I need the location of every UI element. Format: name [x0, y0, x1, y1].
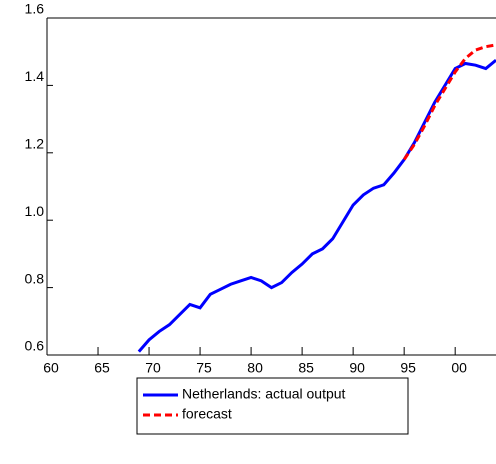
legend	[136, 377, 409, 435]
x-tick-label: 00	[451, 360, 467, 376]
x-tick-label: 95	[400, 360, 416, 376]
y-tick-label: 0.6	[25, 338, 45, 354]
legend-label: forecast	[182, 406, 232, 422]
x-tick-label: 70	[145, 360, 161, 376]
x-tick-label: 80	[247, 360, 263, 376]
y-tick-label: 1.2	[25, 136, 45, 152]
series-line	[402, 43, 496, 161]
y-tick-label: 1.4	[25, 68, 45, 84]
y-tick-label: 1.6	[25, 1, 45, 17]
x-tick-label: 85	[298, 360, 314, 376]
legend-label: Netherlands: actual output	[182, 386, 346, 402]
x-tick-label: 90	[349, 360, 365, 376]
x-tick-label: 60	[43, 360, 59, 376]
y-tick-label: 1.0	[25, 203, 45, 219]
x-tick-label: 75	[196, 360, 212, 376]
y-tick-label: 0.8	[25, 270, 45, 286]
x-tick-label: 65	[94, 360, 110, 376]
series-line	[137, 58, 496, 353]
